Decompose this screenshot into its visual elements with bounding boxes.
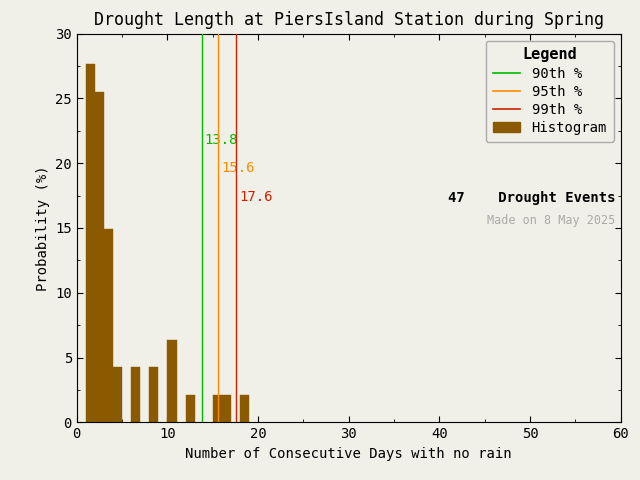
Text: 17.6: 17.6: [239, 190, 273, 204]
Bar: [113, 367, 122, 422]
Bar: [104, 229, 113, 422]
Bar: [186, 395, 195, 422]
Legend: 90th %, 95th %, 99th %, Histogram: 90th %, 95th %, 99th %, Histogram: [486, 40, 614, 142]
Text: Made on 8 May 2025: Made on 8 May 2025: [487, 215, 615, 228]
Y-axis label: Probability (%): Probability (%): [36, 165, 50, 291]
Text: 13.8: 13.8: [205, 133, 238, 147]
X-axis label: Number of Consecutive Days with no rain: Number of Consecutive Days with no rain: [186, 447, 512, 461]
Bar: [212, 395, 222, 422]
Bar: [149, 367, 158, 422]
Bar: [86, 64, 95, 422]
Bar: [131, 367, 140, 422]
Bar: [168, 340, 177, 422]
Text: 15.6: 15.6: [221, 161, 255, 175]
Bar: [95, 92, 104, 422]
Bar: [240, 395, 249, 422]
Title: Drought Length at PiersIsland Station during Spring: Drought Length at PiersIsland Station du…: [94, 11, 604, 29]
Bar: [222, 395, 231, 422]
Text: 47    Drought Events: 47 Drought Events: [448, 191, 615, 205]
